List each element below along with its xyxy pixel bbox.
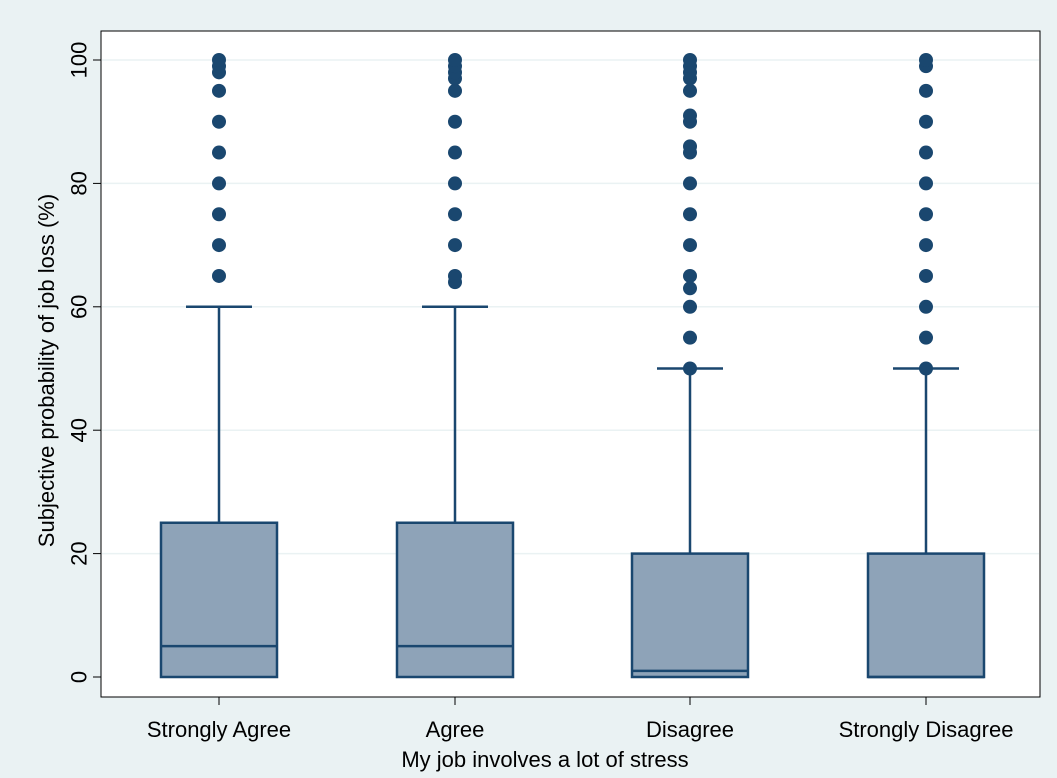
- outlier-point: [212, 83, 226, 98]
- outlier-point: [212, 114, 226, 129]
- outlier-point: [919, 83, 933, 98]
- outlier-point: [683, 299, 697, 314]
- x-tick-label: Agree: [426, 717, 485, 742]
- box: [159, 521, 279, 679]
- outlier-point: [448, 238, 462, 253]
- box: [866, 552, 986, 679]
- outlier-point: [448, 53, 462, 67]
- outlier-point: [448, 268, 462, 283]
- outlier-point: [683, 361, 697, 376]
- outlier-point: [919, 238, 933, 253]
- outlier-point: [919, 361, 933, 376]
- box: [630, 552, 750, 679]
- outlier-point: [212, 207, 226, 222]
- outlier-point: [212, 53, 226, 67]
- outlier-point: [919, 268, 933, 283]
- outlier-point: [919, 176, 933, 191]
- outlier-point: [212, 268, 226, 283]
- outlier-point: [683, 108, 697, 123]
- outlier-point: [919, 330, 933, 345]
- x-tick-label: Strongly Agree: [147, 717, 291, 742]
- y-tick-label: 60: [67, 295, 92, 319]
- outlier-point: [683, 53, 697, 67]
- box: [395, 521, 515, 679]
- outlier-point: [919, 207, 933, 222]
- x-tick-label: Strongly Disagree: [839, 717, 1014, 742]
- outlier-point: [683, 330, 697, 345]
- y-tick-label: 0: [67, 671, 92, 683]
- outlier-point: [919, 114, 933, 129]
- y-tick-label: 20: [67, 541, 92, 565]
- outlier-point: [919, 53, 933, 67]
- outlier-point: [448, 83, 462, 98]
- x-axis-label: My job involves a lot of stress: [401, 747, 688, 772]
- outlier-point: [919, 145, 933, 160]
- outlier-point: [683, 83, 697, 98]
- y-tick-label: 100: [67, 42, 92, 79]
- y-tick-label: 40: [67, 418, 92, 442]
- x-tick-label: Disagree: [646, 717, 734, 742]
- outlier-point: [448, 207, 462, 222]
- outlier-point: [683, 207, 697, 222]
- y-axis-label: Subjective probability of job loss (%): [34, 194, 59, 547]
- outlier-point: [683, 238, 697, 253]
- outlier-point: [212, 238, 226, 253]
- outlier-point: [683, 139, 697, 154]
- outlier-point: [683, 176, 697, 191]
- outlier-point: [212, 145, 226, 160]
- outlier-point: [212, 176, 226, 191]
- outlier-point: [448, 145, 462, 160]
- outlier-point: [683, 281, 697, 296]
- outlier-point: [683, 268, 697, 283]
- y-tick-label: 80: [67, 171, 92, 195]
- outlier-point: [448, 114, 462, 129]
- outlier-point: [448, 176, 462, 191]
- outlier-point: [919, 299, 933, 314]
